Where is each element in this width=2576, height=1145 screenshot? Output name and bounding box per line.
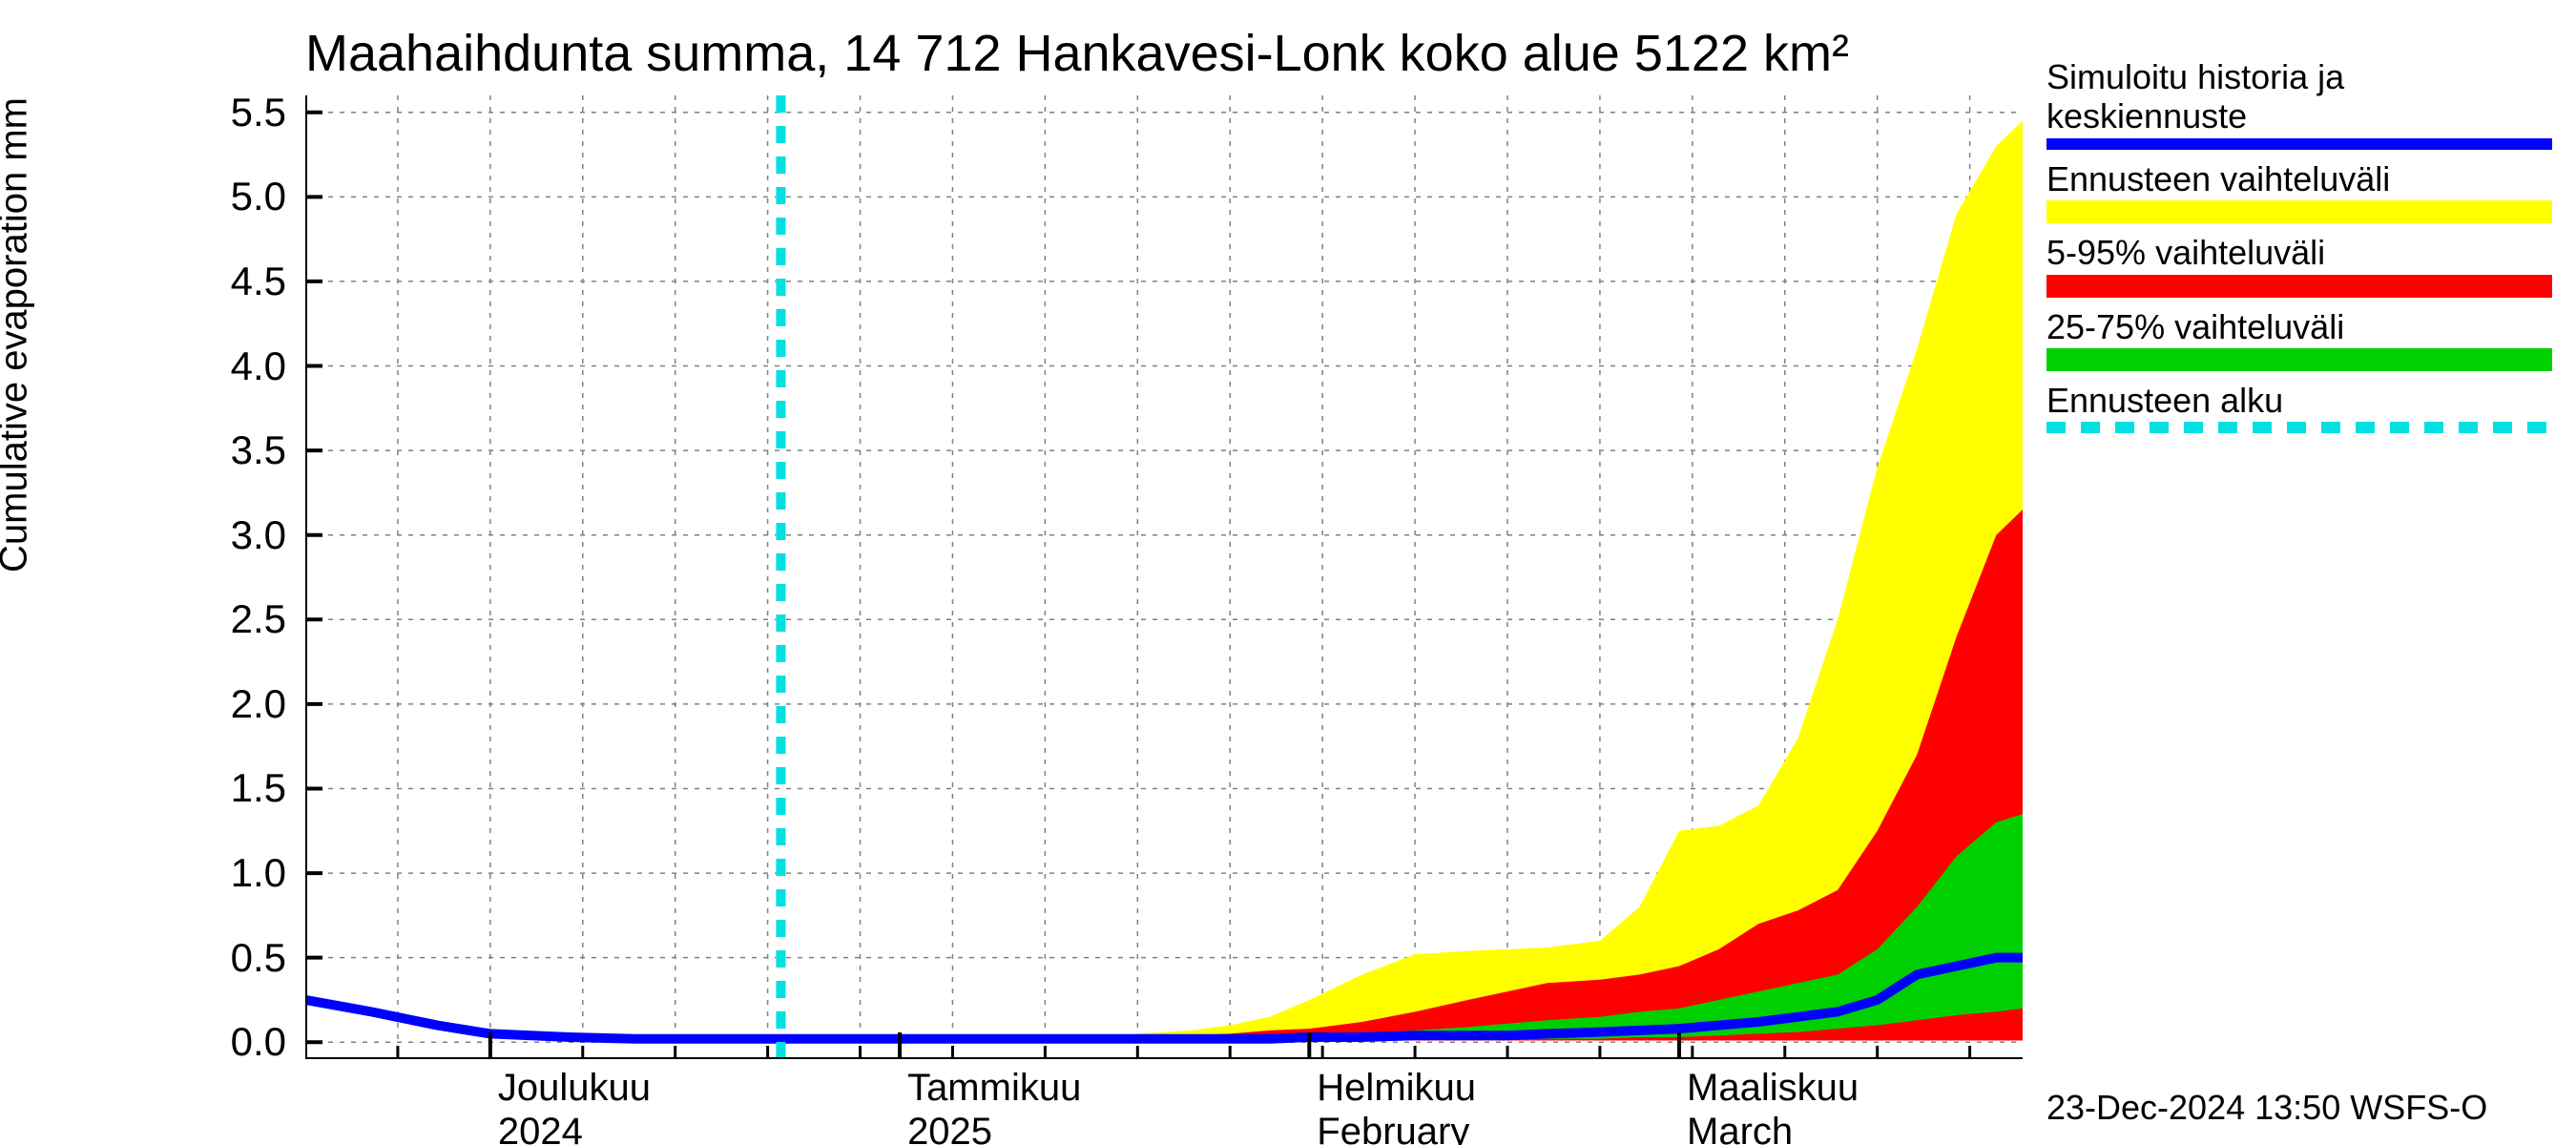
legend-entry: Simuloitu historia jakeskiennuste — [2046, 57, 2552, 150]
legend-entry: Ennusteen alku — [2046, 381, 2552, 433]
y-tick-label: 1.5 — [5, 765, 286, 811]
legend-label: Simuloitu historia jakeskiennuste — [2046, 57, 2552, 136]
plot-area — [305, 95, 2023, 1059]
y-tick-label: 5.0 — [5, 174, 286, 219]
y-tick-label: 4.5 — [5, 259, 286, 304]
legend-entry: Ennusteen vaihteluväli — [2046, 159, 2552, 223]
x-tick-sublabel: 2024 — [498, 1111, 583, 1145]
legend-swatch — [2046, 275, 2552, 298]
y-tick-label: 0.0 — [5, 1019, 286, 1065]
legend-swatch — [2046, 138, 2552, 150]
legend-label: Ennusteen vaihteluväli — [2046, 159, 2552, 198]
legend: Simuloitu historia jakeskiennuste Ennuste… — [2046, 57, 2552, 443]
legend-entry: 5-95% vaihteluväli — [2046, 233, 2552, 297]
x-tick-label: Tammikuu — [907, 1067, 1081, 1110]
x-tick-sublabel: February — [1317, 1111, 1469, 1145]
timestamp-label: 23-Dec-2024 13:50 WSFS-O — [2046, 1088, 2487, 1128]
y-tick-label: 3.0 — [5, 512, 286, 558]
y-tick-label: 2.5 — [5, 596, 286, 642]
x-tick-label: Maaliskuu — [1687, 1067, 1859, 1110]
legend-swatch — [2046, 200, 2552, 223]
y-tick-label: 4.0 — [5, 344, 286, 389]
x-tick-sublabel: March — [1687, 1111, 1793, 1145]
legend-entry: 25-75% vaihteluväli — [2046, 307, 2552, 371]
y-axis-label: Cumulative evaporation mm — [0, 97, 36, 572]
legend-label: 5-95% vaihteluväli — [2046, 233, 2552, 272]
legend-label: Ennusteen alku — [2046, 381, 2552, 420]
y-tick-label: 1.0 — [5, 850, 286, 896]
legend-swatch — [2046, 422, 2552, 433]
y-tick-label: 5.5 — [5, 90, 286, 135]
chart-container: Cumulative evaporation mm Maahaihdunta s… — [0, 0, 2576, 1145]
chart-title: Maahaihdunta summa, 14 712 Hankavesi-Lon… — [305, 24, 1849, 83]
legend-label: 25-75% vaihteluväli — [2046, 307, 2552, 346]
x-tick-sublabel: 2025 — [907, 1111, 992, 1145]
x-tick-label: Joulukuu — [498, 1067, 651, 1110]
y-tick-label: 3.5 — [5, 427, 286, 473]
x-tick-label: Helmikuu — [1317, 1067, 1476, 1110]
y-tick-label: 0.5 — [5, 935, 286, 981]
y-tick-label: 2.0 — [5, 681, 286, 727]
legend-swatch — [2046, 348, 2552, 371]
